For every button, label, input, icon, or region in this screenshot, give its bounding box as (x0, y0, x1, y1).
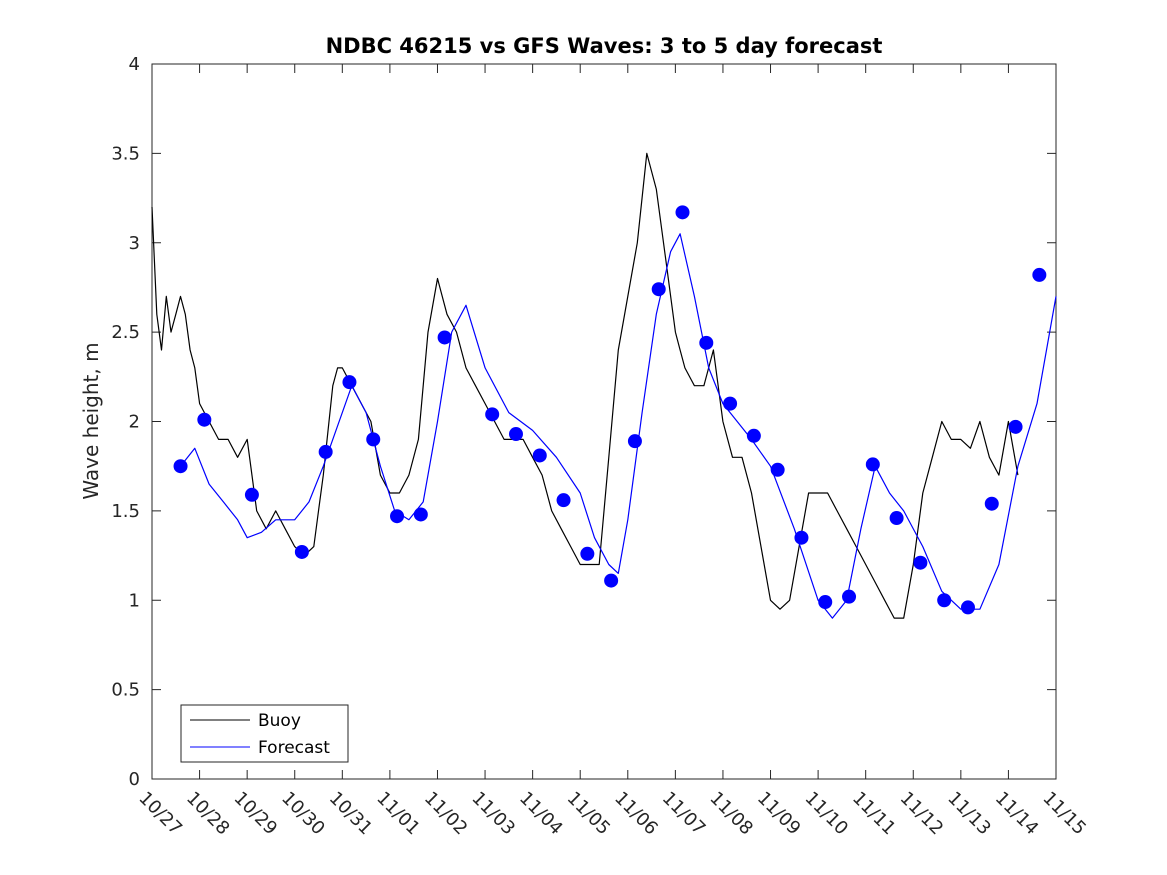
legend-label-forecast: Forecast (258, 738, 330, 758)
forecast-point (627, 434, 642, 449)
forecast-point (913, 555, 928, 570)
y-tick-label: 1 (129, 590, 140, 611)
forecast-point (437, 330, 452, 345)
y-axis-title: Wave height, m (79, 342, 103, 499)
y-tick-label: 0.5 (111, 680, 140, 701)
forecast-point (770, 462, 785, 477)
y-tick-label: 2 (129, 412, 140, 433)
forecast-point (485, 407, 500, 422)
forecast-point (746, 428, 761, 443)
forecast-point (699, 335, 714, 350)
forecast-point (937, 593, 952, 608)
forecast-point (318, 444, 333, 459)
legend: Buoy Forecast (180, 704, 349, 763)
forecast-point (675, 205, 690, 220)
forecast-point (244, 487, 259, 502)
forecast-point (794, 530, 809, 545)
y-tick-label: 0 (129, 769, 140, 790)
forecast-point (984, 496, 999, 511)
forecast-point (1032, 267, 1047, 282)
forecast-point (651, 282, 666, 297)
forecast-point (508, 427, 523, 442)
forecast-point (556, 493, 571, 508)
forecast-point (294, 544, 309, 559)
forecast-point (366, 432, 381, 447)
forecast-point (604, 573, 619, 588)
legend-box (180, 704, 349, 763)
series-layer (151, 152, 1057, 619)
forecast-point (342, 375, 357, 390)
forecast-series-line (180, 233, 1057, 619)
forecast-point (723, 396, 738, 411)
forecast-point (889, 511, 904, 526)
y-tick-label: 4 (129, 54, 140, 75)
axes-box (151, 63, 1057, 780)
forecast-point (865, 457, 880, 472)
forecast-point (818, 595, 833, 610)
forecast-point (960, 600, 975, 615)
forecast-point (532, 448, 547, 463)
chart-title: NDBC 46215 vs GFS Waves: 3 to 5 day fore… (326, 34, 883, 58)
y-axis: 0 0.5 1 1.5 2 2.5 3 3.5 4 (111, 54, 1056, 790)
forecast-point (842, 589, 857, 604)
y-tick-label: 2.5 (111, 322, 140, 343)
forecast-point (390, 509, 405, 524)
forecast-point (580, 546, 595, 561)
forecast-point (413, 507, 428, 522)
buoy-series-line (151, 152, 1019, 619)
forecast-point (1008, 419, 1023, 434)
forecast-point (197, 412, 212, 427)
y-tick-label: 3.5 (111, 143, 140, 164)
y-tick-label: 1.5 (111, 501, 140, 522)
y-tick-label: 3 (129, 233, 140, 254)
forecast-point (173, 459, 188, 474)
legend-label-buoy: Buoy (258, 711, 301, 731)
